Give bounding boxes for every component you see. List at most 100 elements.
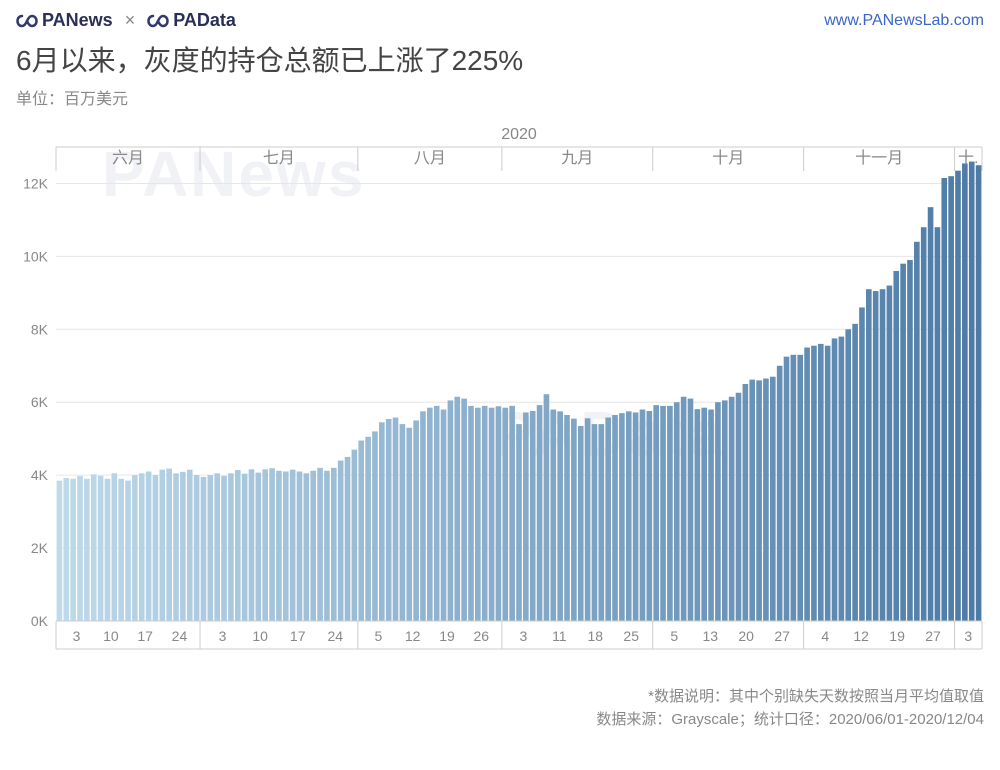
bar — [653, 405, 659, 621]
bar — [811, 346, 817, 621]
bar — [887, 286, 893, 621]
bar — [173, 473, 179, 621]
bar — [441, 410, 447, 621]
svg-text:19: 19 — [439, 628, 455, 644]
bar — [605, 418, 611, 621]
bar — [365, 437, 371, 621]
bar — [125, 481, 131, 621]
bar — [928, 207, 934, 621]
bar — [160, 470, 166, 621]
bar — [592, 424, 598, 621]
svg-text:2020: 2020 — [501, 126, 537, 143]
bar — [557, 411, 563, 621]
bar — [208, 475, 214, 621]
bar — [935, 227, 941, 621]
bar — [317, 468, 323, 621]
bar — [386, 419, 392, 621]
svg-text:十月: 十月 — [712, 149, 744, 167]
bar — [105, 479, 111, 621]
svg-text:十.: 十. — [958, 149, 978, 167]
svg-text:8K: 8K — [31, 321, 49, 337]
bar — [688, 399, 694, 621]
brand-panews: PANews — [16, 10, 113, 31]
bar — [139, 473, 145, 621]
bar — [256, 473, 262, 621]
brand-padata: PAData — [147, 10, 236, 31]
svg-text:19: 19 — [889, 628, 905, 644]
bar — [969, 162, 975, 621]
bar — [832, 338, 838, 621]
svg-text:八月: 八月 — [414, 150, 446, 167]
bar — [907, 260, 913, 621]
bar — [132, 475, 138, 621]
bar — [269, 468, 275, 621]
bar — [406, 428, 412, 621]
bar — [283, 472, 289, 621]
bar — [475, 408, 481, 621]
bar — [550, 410, 556, 621]
svg-text:10: 10 — [103, 628, 119, 644]
bar — [338, 461, 344, 621]
bar — [468, 406, 474, 621]
bar — [722, 400, 728, 621]
svg-text:10: 10 — [252, 628, 268, 644]
bar — [496, 406, 502, 621]
bar — [647, 411, 653, 621]
bar — [749, 380, 755, 621]
bar — [791, 355, 797, 621]
svg-text:5: 5 — [374, 628, 382, 644]
bar — [249, 469, 255, 621]
svg-text:25: 25 — [623, 628, 639, 644]
svg-text:12: 12 — [405, 628, 421, 644]
bar — [331, 468, 337, 621]
svg-text:4: 4 — [821, 628, 829, 644]
bar — [701, 408, 707, 621]
bar — [537, 405, 543, 621]
footer-note: *数据说明：其中个别缺失天数按照当月平均值取值 — [0, 686, 984, 709]
bar — [276, 471, 282, 621]
bar — [743, 384, 749, 621]
bar — [345, 457, 351, 621]
chart-container: PANews PAData 0K2K4K6K8K10K12K2020六月3101… — [12, 117, 988, 682]
svg-text:20: 20 — [738, 628, 754, 644]
bar — [290, 470, 296, 621]
svg-text:12: 12 — [853, 628, 869, 644]
bar — [393, 418, 399, 621]
bar — [736, 393, 742, 621]
bar — [955, 171, 961, 621]
bar — [502, 408, 508, 621]
bar — [715, 402, 721, 621]
bar — [866, 289, 872, 621]
bar — [914, 242, 920, 621]
footer-source: 数据来源：Grayscale；统计口径：2020/06/01-2020/12/0… — [0, 709, 984, 732]
bar — [84, 479, 90, 621]
brand-right-text: PAData — [173, 10, 236, 31]
bar — [845, 329, 851, 621]
svg-text:27: 27 — [774, 628, 790, 644]
svg-text:24: 24 — [172, 628, 188, 644]
bar — [180, 472, 186, 621]
bar — [571, 419, 577, 621]
bar — [893, 271, 899, 621]
bar — [708, 410, 714, 621]
svg-text:11: 11 — [552, 628, 567, 644]
bar — [598, 424, 604, 621]
bar — [448, 400, 454, 621]
svg-text:3: 3 — [219, 628, 227, 644]
svg-text:2K: 2K — [31, 540, 49, 556]
bar — [839, 337, 845, 621]
bar — [187, 470, 193, 621]
brand-left-text: PANews — [42, 10, 113, 31]
bar — [324, 471, 330, 621]
brand-block: PANews × PAData — [16, 10, 236, 31]
chart-subtitle: 单位：百万美元 — [16, 85, 984, 109]
bar — [921, 227, 927, 621]
bar — [818, 344, 824, 621]
bar — [372, 431, 378, 621]
bar — [544, 394, 550, 621]
site-link[interactable]: www.PANewsLab.com — [824, 12, 984, 30]
bar — [825, 346, 831, 621]
bar — [516, 424, 522, 621]
bar — [235, 470, 241, 621]
svg-text:26: 26 — [473, 628, 489, 644]
